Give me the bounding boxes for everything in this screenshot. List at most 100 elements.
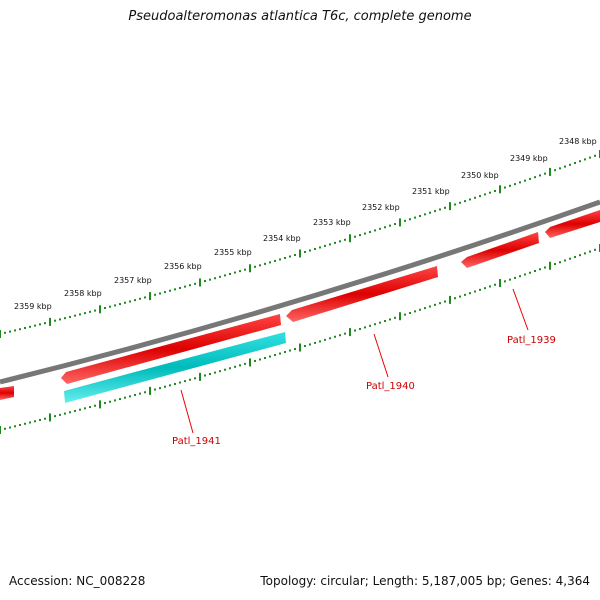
inner-scale-dot <box>319 340 321 343</box>
inner-scale-dot <box>389 318 391 321</box>
outer-scale-dot <box>344 238 346 241</box>
outer-scale-dot <box>169 289 171 292</box>
inner-scale-dot <box>129 395 131 398</box>
outer-scale-dot <box>419 214 421 217</box>
outer-scale-dot <box>559 167 561 170</box>
inner-scale-dot <box>189 378 191 381</box>
outer-scale-dot <box>209 278 211 281</box>
inner-scale-dot <box>279 352 281 355</box>
outer-scale-dot <box>204 280 206 283</box>
inner-scale-dot <box>59 413 61 416</box>
outer-scale-dot <box>9 330 11 333</box>
outer-scale-dot <box>29 325 31 328</box>
inner-scale-dot <box>374 323 376 326</box>
forward-strand-genes <box>0 210 600 400</box>
outer-scale-track <box>4 154 596 334</box>
gene-block-patl-1940[interactable] <box>286 266 438 322</box>
outer-scale-tick <box>449 202 451 211</box>
inner-scale-tick <box>399 312 401 321</box>
outer-scale-dot <box>89 310 91 313</box>
outer-scale-dot <box>554 169 556 172</box>
inner-scale-dot <box>29 421 31 424</box>
outer-scale-dot <box>589 156 591 159</box>
inner-scale-dot <box>24 422 26 425</box>
inner-scale-dot <box>9 426 11 429</box>
gene-block-patl-1939[interactable] <box>461 232 539 268</box>
outer-scale-dot <box>69 315 71 318</box>
scale-label-2348: 2348 kbp <box>559 137 597 146</box>
outer-scale-dot <box>84 312 86 315</box>
inner-scale-dot <box>539 268 541 271</box>
outer-scale-dot <box>59 318 61 321</box>
inner-scale-dot <box>169 384 171 387</box>
genome-backbone <box>0 199 600 385</box>
outer-scale-dot <box>379 227 381 230</box>
inner-scale-dot <box>534 270 536 273</box>
outer-scale-tick <box>299 249 301 258</box>
inner-scale-dot <box>39 418 41 421</box>
gene-block-left-edge[interactable] <box>0 386 14 400</box>
scale-label-2359: 2359 kbp <box>14 302 52 311</box>
inner-scale-dot <box>109 400 111 403</box>
scale-label-2352: 2352 kbp <box>362 203 400 212</box>
outer-scale-dot <box>234 271 236 274</box>
gene-label-patl-1939[interactable]: Patl_1939 <box>507 335 556 346</box>
inner-scale-dot <box>384 320 386 323</box>
outer-scale-dot <box>329 243 331 246</box>
gene-block-cyan-patl-1941[interactable] <box>64 332 286 403</box>
outer-scale-dot <box>119 303 121 306</box>
inner-scale-dot <box>89 406 91 409</box>
genome-summary-text: Topology: circular; Length: 5,187,005 bp… <box>260 574 590 588</box>
outer-scale-dot <box>94 309 96 312</box>
inner-scale-dot <box>354 329 356 332</box>
gene-block-right-edge[interactable] <box>545 210 600 238</box>
inner-scale-dot <box>259 358 261 361</box>
gene-block-patl-1941-strand[interactable] <box>61 314 281 384</box>
inner-scale-dot <box>219 370 221 373</box>
inner-scale-dot <box>564 259 566 262</box>
inner-scale-dot <box>34 420 36 423</box>
inner-scale-dot <box>589 250 591 253</box>
outer-scale-dot <box>269 261 271 264</box>
inner-scale-dot <box>334 335 336 338</box>
inner-scale-tick <box>449 295 451 304</box>
gene-label-patl-1940[interactable]: Patl_1940 <box>366 381 415 392</box>
outer-scale-dot <box>339 240 341 243</box>
inner-scale-dot <box>404 313 406 316</box>
scale-label-2355: 2355 kbp <box>214 248 252 257</box>
inner-scale-dot <box>574 255 576 258</box>
inner-scale-dot <box>434 303 436 306</box>
inner-scale-dot <box>519 275 521 278</box>
map-title: Pseudoalteromonas atlantica T6c, complet… <box>128 9 472 24</box>
inner-scale-dot <box>494 283 496 286</box>
outer-scale-dot <box>409 218 411 221</box>
inner-scale-dot <box>579 254 581 257</box>
inner-scale-dot <box>569 257 571 260</box>
inner-scale-dot <box>224 368 226 371</box>
inner-scale-dot <box>304 344 306 347</box>
inner-scale-dot <box>474 290 476 293</box>
inner-scale-dot <box>514 276 516 279</box>
outer-scale-dot <box>319 246 321 249</box>
inner-scale-dot <box>134 393 136 396</box>
scale-label-2358: 2358 kbp <box>64 289 102 298</box>
outer-scale-dot <box>74 314 76 317</box>
inner-scale-dot <box>559 261 561 264</box>
outer-scale-dot <box>214 277 216 280</box>
inner-scale-dot <box>94 404 96 407</box>
outer-scale-dot <box>469 198 471 201</box>
outer-scale-dot <box>594 154 596 157</box>
outer-scale-dot <box>64 317 66 320</box>
outer-scale-dot <box>524 179 526 182</box>
inner-scale-dot <box>444 300 446 303</box>
scale-label-2354: 2354 kbp <box>263 234 301 243</box>
outer-scale-dot <box>79 313 81 316</box>
inner-scale-dot <box>484 287 486 290</box>
gene-label-patl-1941[interactable]: Patl_1941 <box>172 436 221 447</box>
inner-scale-tick <box>549 261 551 270</box>
inner-scale-dot <box>254 359 256 362</box>
inner-scale-dot <box>394 316 396 319</box>
inner-scale-dot <box>274 354 276 357</box>
outer-scale-dot <box>34 324 36 327</box>
